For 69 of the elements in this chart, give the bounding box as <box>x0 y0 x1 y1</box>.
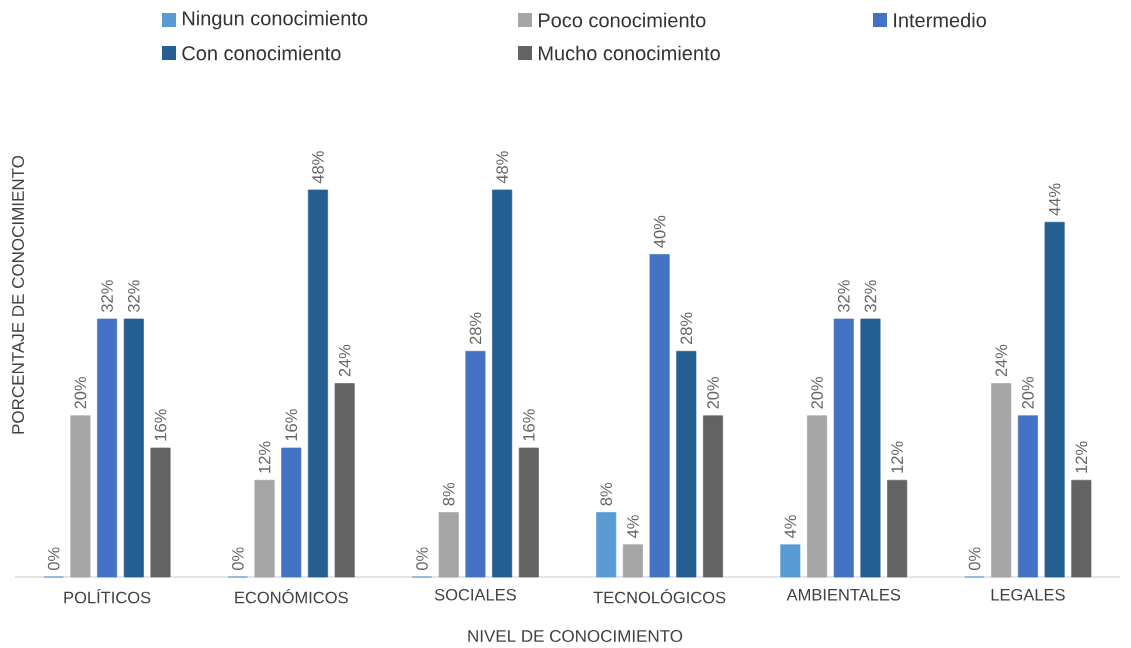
bar <box>465 350 486 578</box>
data-label: 0% <box>416 547 428 571</box>
bar <box>334 383 355 578</box>
data-label: 16% <box>154 409 167 441</box>
bar <box>123 318 144 578</box>
data-label: 20% <box>74 376 87 409</box>
bar <box>281 447 302 578</box>
x-tick-label: TECNOLÓGICOS <box>593 588 726 604</box>
bar <box>702 415 724 578</box>
bar <box>649 254 670 578</box>
data-label: 40% <box>653 215 666 248</box>
bar <box>254 479 275 578</box>
bar <box>780 544 801 578</box>
bar <box>676 350 697 578</box>
data-label: 0% <box>968 547 981 571</box>
bar <box>97 318 118 578</box>
data-label: 16% <box>522 409 535 441</box>
data-label: 12% <box>258 441 271 473</box>
legend-label: Con conocimiento <box>182 45 341 61</box>
data-label: 32% <box>101 280 113 313</box>
bar <box>622 544 643 578</box>
bar <box>860 318 881 578</box>
x-tick-label: ECONÓMICOS <box>235 588 348 604</box>
x-tick-label: POLÍTICOS <box>64 588 151 604</box>
bar <box>887 479 908 578</box>
bar <box>518 447 539 578</box>
x-axis-title: NIVEL DE CONOCIMIENTO <box>468 629 683 643</box>
data-label: 24% <box>338 344 351 377</box>
data-label: 28% <box>469 312 482 345</box>
data-label: 0% <box>47 547 60 571</box>
data-label: 44% <box>1048 183 1061 216</box>
data-label: 48% <box>496 151 508 184</box>
data-label: 12% <box>1075 441 1088 473</box>
x-tick-label: SOCIALES <box>434 588 516 601</box>
bar <box>1017 415 1038 578</box>
data-label: 32% <box>837 280 850 313</box>
legend-label: Poco conocimiento <box>538 12 706 28</box>
bar <box>1071 479 1092 578</box>
x-tick-label: LEGALES <box>991 588 1065 601</box>
data-label: 8% <box>600 482 613 506</box>
data-label: 8% <box>442 482 455 506</box>
data-label: 28% <box>680 312 693 345</box>
data-label: 24% <box>995 344 1008 377</box>
y-axis-title: PORCENTAJE DE CONOCIMIENTO <box>11 155 25 434</box>
legend-label: Mucho conocimiento <box>538 45 720 61</box>
data-label: 16% <box>285 409 298 441</box>
bar <box>596 512 617 578</box>
bar <box>991 383 1012 578</box>
bar <box>150 447 171 578</box>
bar <box>307 189 328 578</box>
data-label: 20% <box>707 376 719 409</box>
legend-label: Intermedio <box>894 12 986 28</box>
data-label: 32% <box>864 280 877 313</box>
data-label: 4% <box>627 515 639 539</box>
data-label: 12% <box>891 441 903 473</box>
data-label: 0% <box>232 547 244 571</box>
bar <box>70 415 91 578</box>
x-tick-label: AMBIENTALES <box>786 588 901 601</box>
bar <box>438 512 459 578</box>
data-label: 32% <box>127 280 140 313</box>
data-label: 20% <box>1022 376 1034 409</box>
bar <box>492 189 513 578</box>
legend-label: Ningun conocimiento <box>182 10 368 30</box>
bar <box>807 415 828 578</box>
bar <box>1044 221 1065 578</box>
data-label: 20% <box>811 376 823 409</box>
data-label: 4% <box>784 515 797 539</box>
bar <box>833 318 854 578</box>
data-label: 48% <box>312 151 324 184</box>
